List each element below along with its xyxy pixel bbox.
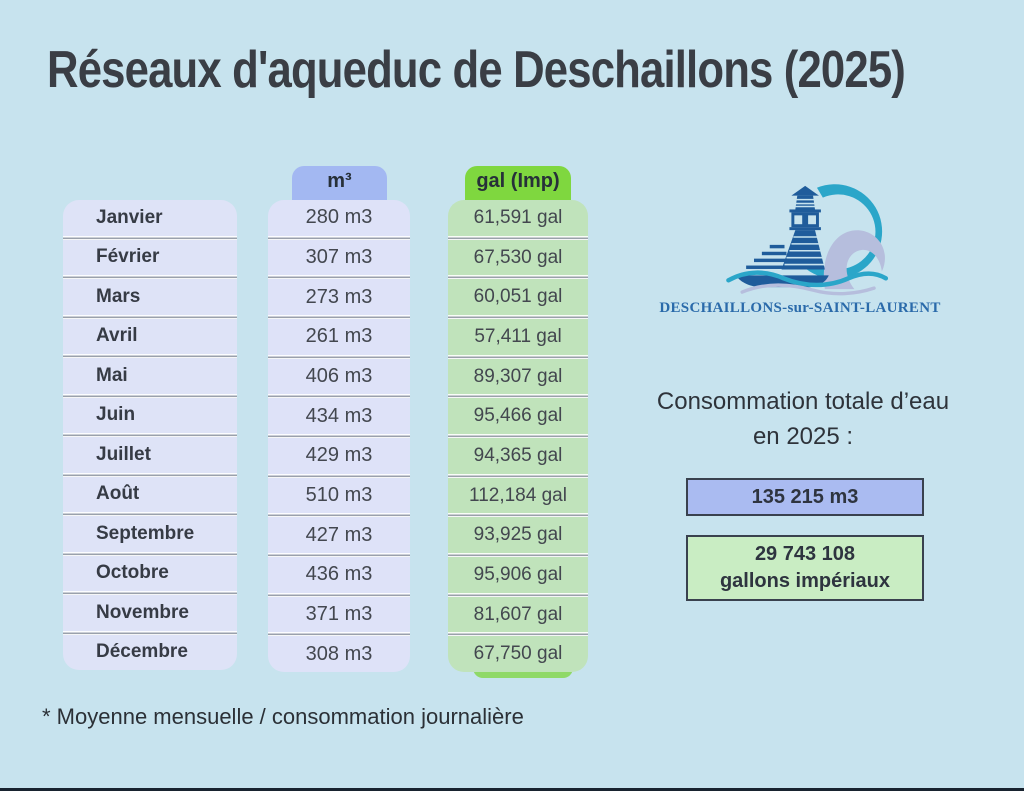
month-column: Janvier Février Mars Avril Mai Juin Juil… xyxy=(63,200,237,670)
summary-heading-line2: en 2025 : xyxy=(752,423,854,450)
gal-column: 61,591 gal 67,530 gal 60,051 gal 57,411 … xyxy=(448,200,588,672)
table-row-m3: 429 m3 xyxy=(268,438,410,474)
lighthouse-wave-logo-icon xyxy=(726,184,889,296)
total-m3-box: 135 215 m3 xyxy=(686,478,924,516)
table-row-gal: 60,051 gal xyxy=(448,279,588,315)
table-row-m3: 434 m3 xyxy=(268,398,410,434)
table-row-m3: 406 m3 xyxy=(268,359,410,395)
table-row-month: Avril xyxy=(63,319,237,355)
logo-caption: DESCHAILLONS-sur-SAINT-LAURENT xyxy=(659,300,941,316)
table-row-gal: 112,184 gal xyxy=(448,478,588,514)
total-gallons-box: 29 743 108 gallons impériaux xyxy=(686,535,924,601)
table-row-month: Juin xyxy=(63,398,237,434)
lighthouse-stripes xyxy=(784,198,825,266)
table-row-month: Janvier xyxy=(96,206,163,228)
table-row-gal: 95,466 gal xyxy=(448,398,588,434)
table-row-gal: 93,925 gal xyxy=(448,517,588,553)
table-row-gal: 61,591 gal xyxy=(473,206,563,228)
table-row-m3: 273 m3 xyxy=(268,279,410,315)
total-m3-value: 135 215 m3 xyxy=(751,485,859,508)
table-row-gal: 81,607 gal xyxy=(448,597,588,633)
table-row-month: Décembre xyxy=(63,635,237,671)
table-row-m3: 427 m3 xyxy=(268,517,410,553)
table-row-month: Août xyxy=(63,477,237,513)
total-gallons-value: 29 743 108 xyxy=(754,543,856,565)
summary-heading-line1: Consommation totale d’eau xyxy=(656,388,950,415)
m3-column: 280 m3 307 m3 273 m3 261 m3 406 m3 434 m… xyxy=(268,200,410,672)
table-row-month: Mars xyxy=(63,279,237,315)
bottom-border-bar xyxy=(0,788,1024,791)
table-row-gal: 94,365 gal xyxy=(448,438,588,474)
table-row-gal: 67,530 gal xyxy=(448,240,588,276)
table-row-month: Février xyxy=(63,240,237,276)
footnote: * Moyenne mensuelle / consommation journ… xyxy=(42,704,524,729)
summary-heading: Consommation totale d’eau en 2025 : xyxy=(640,384,966,454)
table-row-gal: 57,411 gal xyxy=(448,319,588,355)
table-row-m3: 308 m3 xyxy=(268,636,410,672)
table-row-m3: 261 m3 xyxy=(268,319,410,355)
wave-curl-icon xyxy=(823,230,885,290)
table-row-m3: 371 m3 xyxy=(268,597,410,633)
total-gallons-unit: gallons impériaux xyxy=(719,570,891,592)
table-row-month: Septembre xyxy=(63,516,237,552)
page-title: Réseaux d'aqueduc de Deschaillons (2025) xyxy=(47,41,906,99)
table-row-m3: 510 m3 xyxy=(268,478,410,514)
base-wave-teal-icon xyxy=(726,270,889,288)
table-row-month: Novembre xyxy=(63,595,237,631)
table-row-gal: 89,307 gal xyxy=(448,359,588,395)
table-row-gal: 67,750 gal xyxy=(448,636,588,672)
table-row-month: Octobre xyxy=(63,556,237,592)
table-row-month: Juillet xyxy=(63,437,237,473)
table-row-gal: 95,906 gal xyxy=(448,557,588,593)
table-row-month: Mai xyxy=(63,358,237,394)
table-row-m3: 436 m3 xyxy=(268,557,410,593)
base-wave-lavender-icon xyxy=(740,283,876,296)
table-row-m3: 307 m3 xyxy=(268,240,410,276)
table-row-m3: 280 m3 xyxy=(305,206,373,229)
municipality-logo: DESCHAILLONS-sur-SAINT-LAURENT xyxy=(659,176,940,317)
lighthouse-windows xyxy=(794,215,816,225)
